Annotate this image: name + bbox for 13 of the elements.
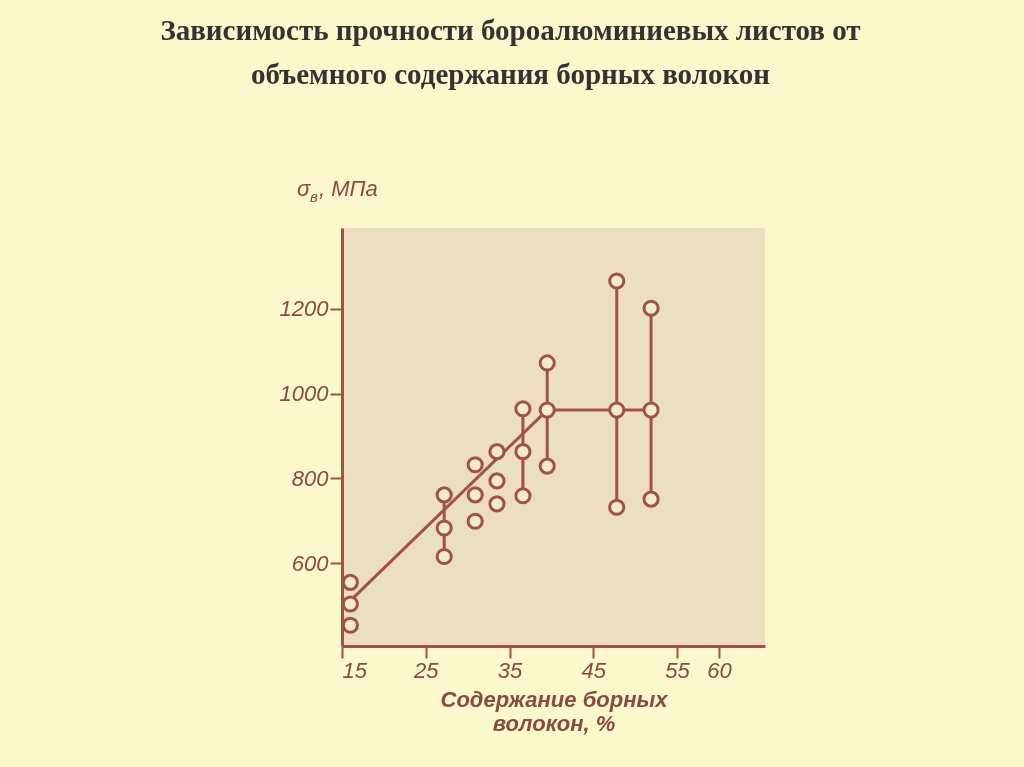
x-tick-label: 60	[707, 657, 733, 683]
x-tick-label: 45	[581, 657, 607, 683]
x-tick-label: 25	[413, 657, 440, 683]
y-tick-label: 600	[291, 550, 330, 576]
x-tick-label: 55	[665, 657, 691, 683]
y-tick-label: 1000	[279, 381, 330, 406]
x-tick-label: 15	[342, 657, 368, 683]
y-tick-label: 1200	[279, 296, 330, 322]
text: Зависимость прочности бороалюминиевых листов от	[160, 14, 861, 46]
text: Содержание борных	[440, 686, 668, 712]
x-tick-label: 35	[497, 657, 524, 683]
y-tick-label: 800	[291, 465, 330, 491]
text: объемного содержания борных волокон	[250, 58, 771, 90]
